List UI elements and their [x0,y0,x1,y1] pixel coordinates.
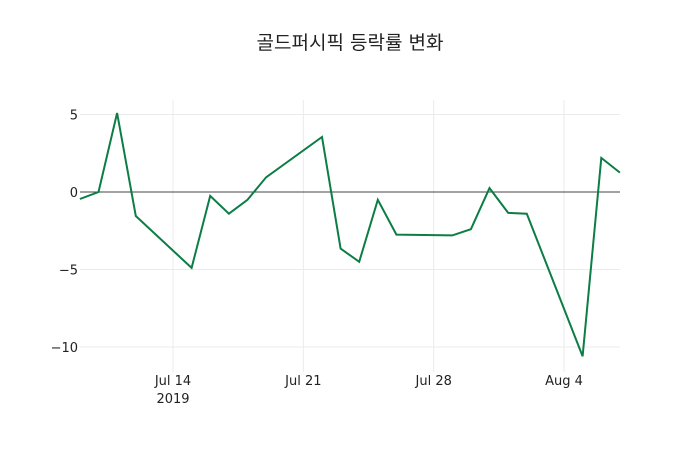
y-tick-label: 0 [70,186,78,201]
x-tick-label: Aug 4 [545,374,583,389]
y-tick-label: −5 [59,264,78,279]
y-tick-label: −10 [51,341,78,356]
x-axis-ticks: Jul 14 2019 Jul 21 Jul 28 Aug 4 [154,374,583,407]
data-line [79,112,621,357]
y-tick-label: 5 [70,109,78,124]
x-tick-year-label: 2019 [156,392,189,407]
chart-title: 골드퍼시픽 등락률 변화 [256,32,444,54]
y-axis-ticks: 5 0 −5 −10 [51,109,78,357]
grid-lines [80,100,620,372]
series-line [79,112,621,357]
x-tick-label: Jul 14 [154,374,191,389]
x-tick-label: Jul 28 [415,374,452,389]
x-tick-label: Jul 21 [284,374,321,389]
